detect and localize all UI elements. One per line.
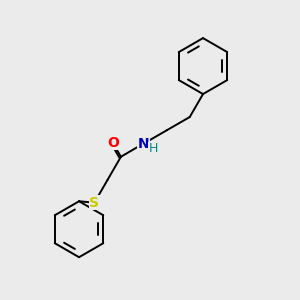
Text: H: H xyxy=(148,142,158,155)
Text: O: O xyxy=(107,136,119,150)
Text: N: N xyxy=(138,136,150,151)
Text: S: S xyxy=(89,196,99,210)
